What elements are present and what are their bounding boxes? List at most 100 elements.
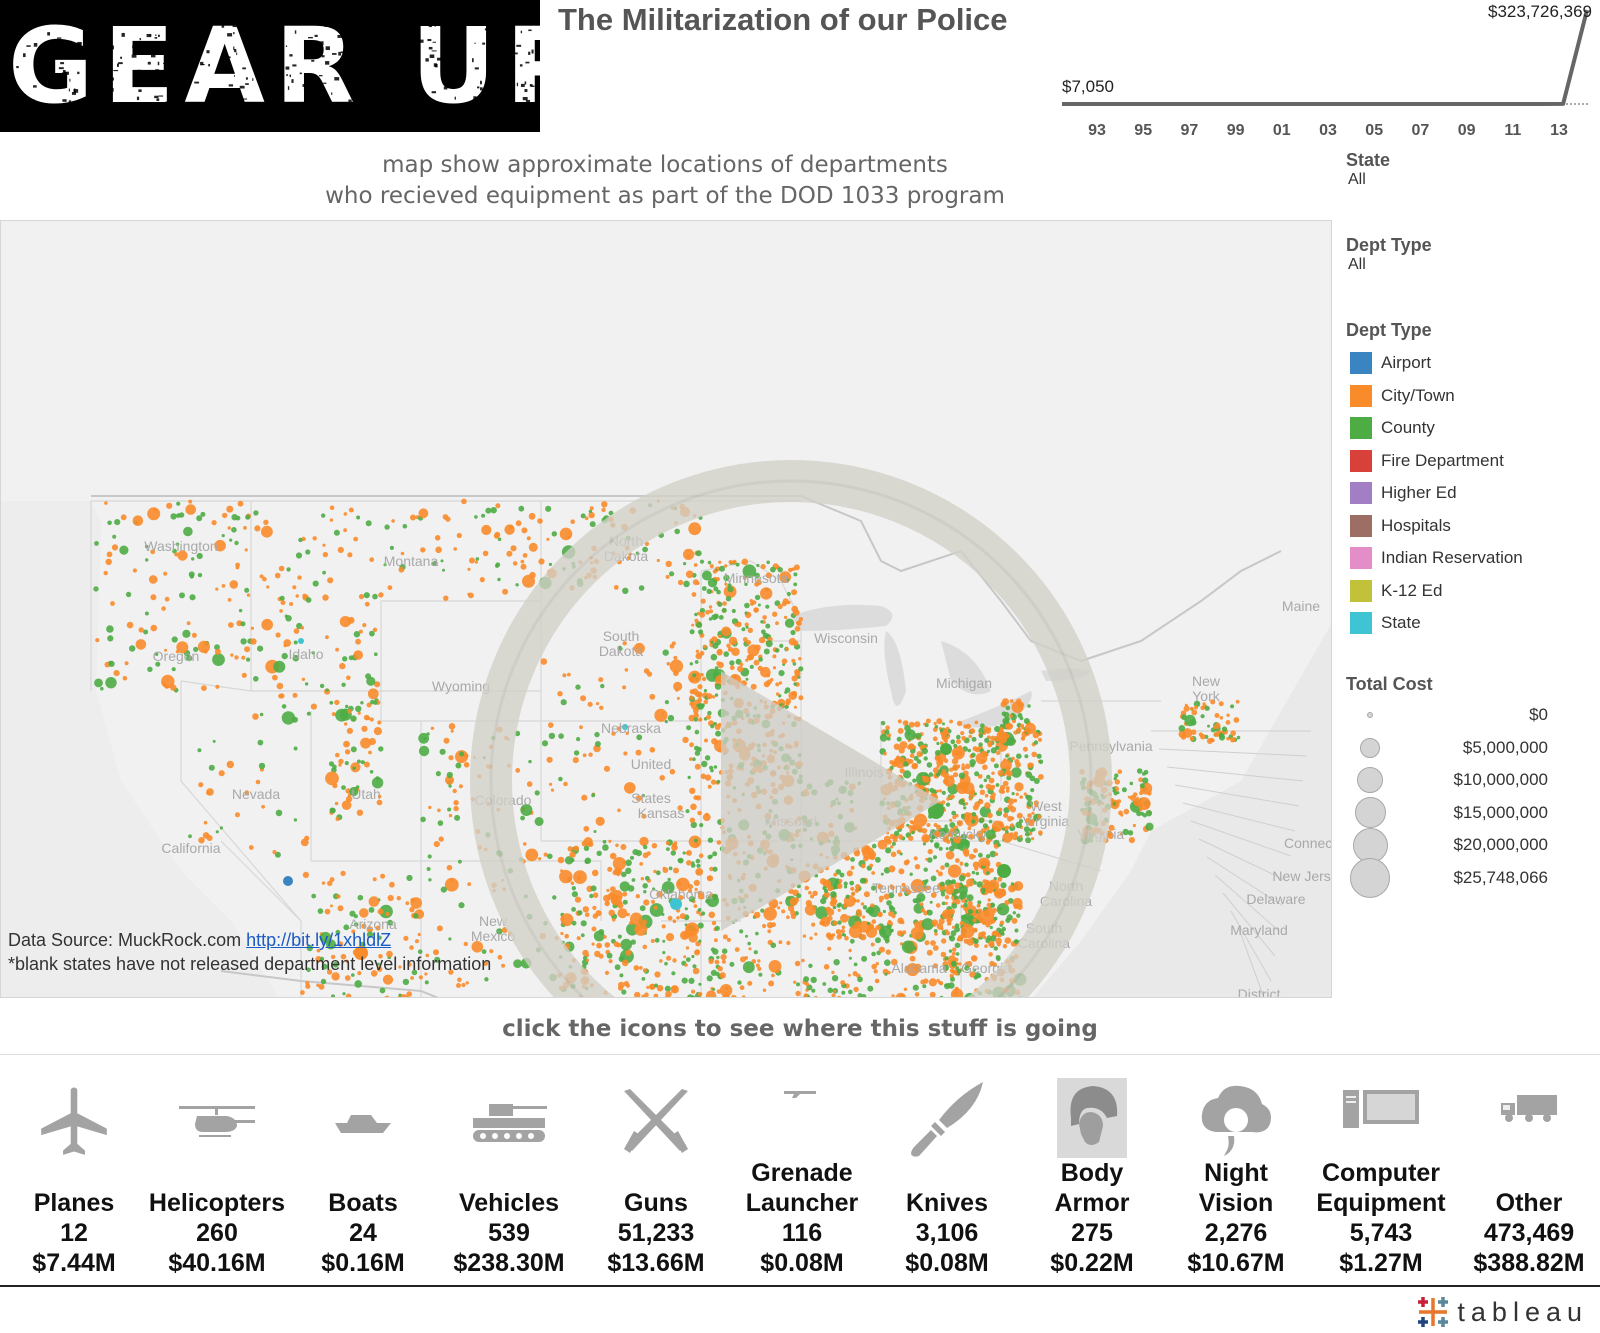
department-dot[interactable] <box>890 851 897 858</box>
department-dot[interactable] <box>1145 810 1153 817</box>
department-dot[interactable] <box>991 771 995 775</box>
department-dot[interactable] <box>779 901 783 905</box>
department-dot[interactable] <box>259 712 264 717</box>
department-dot[interactable] <box>722 601 727 606</box>
department-dot[interactable] <box>248 845 254 850</box>
department-dot[interactable] <box>831 970 835 975</box>
department-dot[interactable] <box>552 895 557 900</box>
department-dot[interactable] <box>1219 716 1224 720</box>
department-dot[interactable] <box>949 935 956 942</box>
department-dot[interactable] <box>981 860 987 867</box>
department-dot[interactable] <box>831 933 836 937</box>
department-dot[interactable] <box>674 528 680 535</box>
department-dot[interactable] <box>955 750 963 757</box>
department-dot[interactable] <box>902 930 907 935</box>
department-dot[interactable] <box>589 506 594 511</box>
department-dot[interactable] <box>510 545 517 552</box>
department-dot[interactable] <box>987 898 991 902</box>
department-dot[interactable] <box>958 962 962 966</box>
department-dot[interactable] <box>721 607 727 613</box>
department-dot[interactable] <box>582 955 588 961</box>
department-dot[interactable] <box>276 682 284 690</box>
department-dot[interactable] <box>844 885 848 889</box>
department-dot[interactable] <box>608 909 615 916</box>
department-dot[interactable] <box>93 586 99 592</box>
department-dot[interactable] <box>747 627 753 633</box>
department-dot[interactable] <box>457 977 462 983</box>
department-dot[interactable] <box>349 910 356 917</box>
department-dot[interactable] <box>936 789 939 793</box>
department-dot[interactable] <box>369 770 374 774</box>
department-dot[interactable] <box>894 756 907 769</box>
department-dot[interactable] <box>337 546 344 553</box>
department-dot[interactable] <box>562 673 567 678</box>
department-dot[interactable] <box>936 755 942 762</box>
department-dot[interactable] <box>859 934 867 941</box>
department-dot[interactable] <box>866 921 871 926</box>
department-dot[interactable] <box>434 956 441 963</box>
department-dot[interactable] <box>953 743 958 749</box>
department-dot[interactable] <box>293 818 298 822</box>
department-dot[interactable] <box>710 947 716 952</box>
department-dot[interactable] <box>985 922 991 928</box>
department-dot[interactable] <box>608 959 613 964</box>
department-dot[interactable] <box>398 993 402 997</box>
department-dot[interactable] <box>875 937 881 944</box>
department-dot[interactable] <box>915 732 922 740</box>
department-dot[interactable] <box>766 560 770 565</box>
department-dot[interactable] <box>957 836 962 841</box>
department-dot[interactable] <box>1025 771 1033 778</box>
dept-legend-item[interactable]: Hospitals <box>1346 510 1600 543</box>
department-dot[interactable] <box>619 881 630 892</box>
department-dot[interactable] <box>995 745 1000 750</box>
department-dot[interactable] <box>463 762 470 768</box>
department-dot[interactable] <box>944 824 948 828</box>
department-dot[interactable] <box>943 964 949 971</box>
department-dot[interactable] <box>339 616 351 628</box>
department-dot[interactable] <box>711 695 716 699</box>
department-dot[interactable] <box>520 804 533 816</box>
department-dot[interactable] <box>259 574 264 579</box>
department-dot[interactable] <box>791 690 798 697</box>
department-dot[interactable] <box>706 875 714 882</box>
department-dot[interactable] <box>973 943 979 948</box>
department-dot[interactable] <box>890 845 894 849</box>
department-dot[interactable] <box>1210 699 1216 705</box>
department-dot[interactable] <box>734 947 740 952</box>
department-dot[interactable] <box>1006 789 1010 793</box>
department-dot[interactable] <box>951 810 957 816</box>
department-dot[interactable] <box>923 887 928 892</box>
department-dot[interactable] <box>712 987 716 991</box>
department-dot[interactable] <box>763 648 770 655</box>
department-dot[interactable] <box>730 994 737 998</box>
department-dot[interactable] <box>1214 713 1220 718</box>
department-dot[interactable] <box>953 772 959 778</box>
department-dot[interactable] <box>338 763 342 767</box>
department-dot[interactable] <box>1114 773 1119 778</box>
department-dot[interactable] <box>784 618 795 628</box>
department-dot[interactable] <box>1023 718 1030 724</box>
department-dot[interactable] <box>883 835 891 843</box>
department-dot[interactable] <box>719 565 725 572</box>
department-dot[interactable] <box>306 711 311 716</box>
department-dot[interactable] <box>456 983 461 988</box>
department-dot[interactable] <box>775 621 779 626</box>
department-dot[interactable] <box>963 902 968 908</box>
department-dot[interactable] <box>984 802 991 809</box>
department-dot[interactable] <box>377 935 382 940</box>
department-dot[interactable] <box>586 958 589 962</box>
department-dot[interactable] <box>934 725 939 729</box>
department-dot[interactable] <box>928 803 944 819</box>
department-dot[interactable] <box>608 839 612 843</box>
department-dot[interactable] <box>340 870 346 877</box>
department-dot[interactable] <box>203 820 208 825</box>
department-dot[interactable] <box>768 980 775 987</box>
department-dot[interactable] <box>489 949 494 954</box>
department-dot[interactable] <box>750 683 757 690</box>
department-dot[interactable] <box>613 585 619 590</box>
department-dot[interactable] <box>671 844 678 851</box>
department-dot[interactable] <box>712 569 718 574</box>
department-dot[interactable] <box>808 963 813 968</box>
department-dot[interactable] <box>654 971 661 978</box>
department-dot[interactable] <box>941 800 946 805</box>
